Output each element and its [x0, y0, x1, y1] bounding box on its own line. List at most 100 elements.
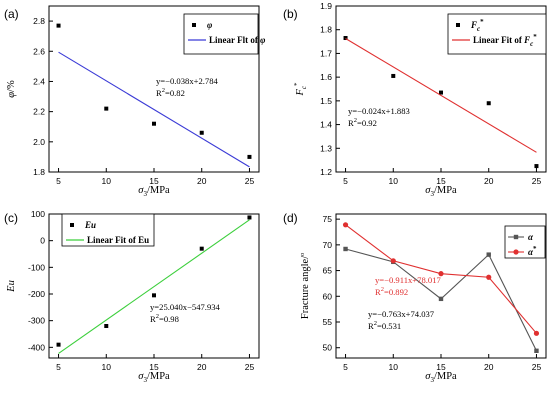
legend-box	[447, 13, 547, 55]
y-tick-label: -200	[28, 289, 45, 299]
y-axis-label: φ/%	[6, 80, 17, 98]
y-tick-label: 65	[323, 266, 333, 276]
data-point	[343, 246, 348, 252]
fit-equation: y=−0.038x+2.784	[156, 76, 219, 86]
x-tick-label: 10	[102, 362, 112, 372]
y-tick-label: 2.2	[33, 107, 45, 117]
x-tick-label: 10	[102, 176, 112, 186]
x-tick-label: 5	[343, 176, 348, 186]
data-point	[534, 164, 539, 169]
y-tick-label: 1.6	[320, 72, 332, 82]
legend-marker	[513, 249, 519, 255]
legend-marker	[192, 23, 196, 27]
data-point	[152, 293, 156, 298]
y-tick-label: 2.4	[33, 76, 45, 86]
legend: φ Linear Flt of φ	[183, 13, 265, 55]
fit-line	[58, 51, 250, 168]
panel-label: (b)	[283, 7, 298, 21]
fit-equation: R2=0.98	[150, 313, 179, 324]
x-tick-label: 25	[532, 362, 542, 372]
legend-box	[61, 213, 155, 247]
data-point	[534, 348, 539, 353]
x-axis-label: σ3/MPa	[138, 371, 170, 384]
x-axis-label: σ3/MPa	[138, 185, 170, 198]
fit-equation: R2=0.892	[375, 286, 408, 297]
x-tick-label: 5	[56, 176, 61, 186]
panel-label: (d)	[283, 211, 298, 225]
data-point	[486, 101, 491, 106]
data-point	[438, 271, 444, 277]
data-point	[486, 274, 492, 280]
data-point	[438, 296, 444, 302]
y-tick-label: 1.2	[320, 167, 332, 177]
y-tick-label: 1.5	[320, 96, 332, 106]
legend: α α*	[504, 225, 546, 259]
data-point	[533, 330, 540, 336]
y-tick-label: -100	[28, 262, 45, 272]
x-tick-label: 15	[436, 362, 446, 372]
data-point	[247, 154, 252, 159]
legend-entry: α	[528, 232, 534, 242]
panel-b: 5 10 15 20 25 1.2 1.3 1.4 1.5 1.6 1.7 1.8 1.9 (b) σ3/M…	[283, 1, 547, 198]
y-tick-label: 75	[323, 214, 333, 224]
fit-equation: R2=0.531	[368, 320, 401, 331]
y-tick-label: 1.8	[33, 167, 45, 177]
legend-entry: α*	[528, 245, 537, 257]
data-point	[342, 222, 349, 228]
y-tick-label: 50	[323, 343, 333, 353]
legend: Fc*Linear Fit of Fc*	[447, 13, 547, 55]
legend-entry: Linear Fit of Fc*	[473, 33, 537, 48]
x-tick-label: 25	[245, 176, 255, 186]
y-tick-label: 55	[323, 317, 333, 327]
data-point	[247, 215, 252, 220]
y-tick-label: -400	[28, 342, 45, 352]
legend-box	[183, 13, 259, 55]
y-tick-label: 100	[31, 209, 45, 219]
legend-entry: φ	[207, 20, 212, 30]
x-tick-label: 20	[484, 362, 494, 372]
panel-label: (a)	[4, 7, 19, 21]
y-axis-label: Fc*	[293, 82, 308, 97]
fit-equation: R2=0.82	[156, 87, 185, 98]
data-point	[104, 106, 109, 111]
y-tick-label: 2.6	[33, 46, 45, 56]
panel-d: 5 10 15 20 25 50 55 60 65 70 75 (d) σ3/MPa Fracture a…	[283, 211, 547, 384]
x-tick-label: 25	[532, 176, 542, 186]
y-tick-label: 0	[40, 236, 45, 246]
y-tick-label: 1.8	[320, 25, 332, 35]
legend-box	[504, 225, 546, 259]
fit-equation: y=25.040x−547.934	[150, 302, 221, 312]
y-axis-label: Fracture angle/o	[300, 253, 311, 319]
x-tick-label: 25	[245, 362, 255, 372]
legend-entry: Eu	[84, 220, 96, 230]
legend-marker	[456, 23, 460, 27]
fit-equation: y=−0.911x+78.017	[375, 275, 441, 285]
legend-marker	[70, 223, 74, 227]
fit-line	[58, 219, 250, 354]
x-tick-label: 5	[343, 362, 348, 372]
y-tick-label: 1.9	[320, 1, 332, 11]
data-point	[56, 342, 61, 347]
x-axis-label: σ3/MPa	[425, 185, 457, 198]
fit-equation: y=−0.763x+74.037	[368, 309, 435, 319]
x-tick-label: 15	[149, 362, 159, 372]
data-point	[343, 36, 348, 41]
legend-entry: Linear Flt of φ	[209, 35, 265, 45]
x-tick-label: 5	[56, 362, 61, 372]
data-point	[56, 23, 61, 28]
panel-c: 5 10 15 20 25 -400 -300 -200 -100 0 100 (c) σ3/MPa Eu…	[4, 209, 260, 384]
x-tick-label: 20	[484, 176, 494, 186]
y-axis-label: Eu	[6, 280, 17, 293]
y-tick-label: 2.0	[33, 137, 45, 147]
data-point	[390, 258, 396, 264]
legend-entry: Linear Fit of Eu	[87, 235, 149, 245]
fit-equation: R2=0.92	[348, 117, 377, 128]
x-tick-label: 15	[436, 176, 446, 186]
data-point	[152, 121, 156, 126]
x-tick-label: 20	[197, 362, 207, 372]
data-point	[486, 252, 491, 257]
x-tick-label: 20	[197, 176, 207, 186]
fit-equation: y=−0.024x+1.883	[348, 106, 410, 116]
data-point	[439, 90, 443, 95]
y-tick-label: 60	[323, 291, 333, 301]
